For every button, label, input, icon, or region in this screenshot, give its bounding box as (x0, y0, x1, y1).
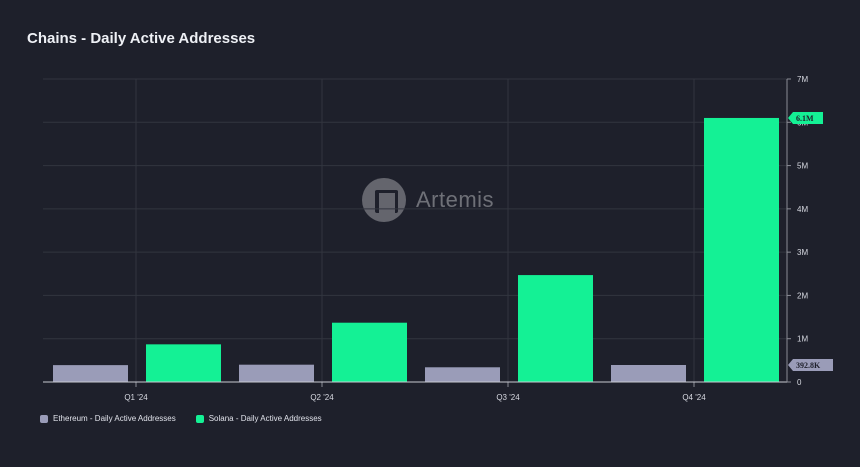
legend-item-solana[interactable]: Solana - Daily Active Addresses (195, 414, 322, 423)
x-tick-label: Q3 '24 (496, 393, 520, 402)
last-value-label: 6.1M (796, 114, 814, 123)
y-tick-label: 4M (797, 205, 808, 214)
legend-item-ethereum[interactable]: Ethereum - Daily Active Addresses (40, 414, 176, 423)
x-tick-label: Q4 '24 (682, 393, 706, 402)
legend: Ethereum - Daily Active Addresses Solana… (40, 414, 322, 423)
artemis-logo-icon (362, 178, 406, 222)
watermark-text: Artemis (416, 187, 495, 212)
legend-label-solana: Solana - Daily Active Addresses (208, 414, 322, 423)
bar-solana (332, 322, 407, 382)
bar-ethereum (611, 364, 686, 382)
last-value-tag (788, 358, 833, 371)
y-tick-label: 1M (797, 335, 808, 344)
legend-label-ethereum: Ethereum - Daily Active Addresses (53, 414, 176, 423)
y-tick-label: 7M (797, 75, 808, 84)
y-tick-label: 3M (797, 248, 808, 257)
bar-ethereum (425, 367, 500, 382)
last-value-label: 392.8K (796, 361, 821, 370)
x-tick-label: Q2 '24 (310, 393, 334, 402)
legend-swatch-solana (195, 414, 204, 423)
y-tick-label: 2M (797, 291, 808, 300)
bar-solana (146, 344, 221, 382)
bar-ethereum (239, 364, 314, 382)
chart-title: Chains - Daily Active Addresses (27, 30, 256, 47)
x-tick-label: Q1 '24 (124, 393, 148, 402)
y-tick-label: 5M (797, 162, 808, 171)
bar-ethereum (53, 365, 128, 382)
artemis-watermark: Artemis (362, 178, 494, 222)
bar-solana (704, 117, 779, 382)
bar-solana (518, 275, 593, 382)
legend-swatch-ethereum (40, 414, 48, 423)
y-tick-label: 0 (797, 378, 802, 387)
last-value-tag (788, 111, 823, 124)
